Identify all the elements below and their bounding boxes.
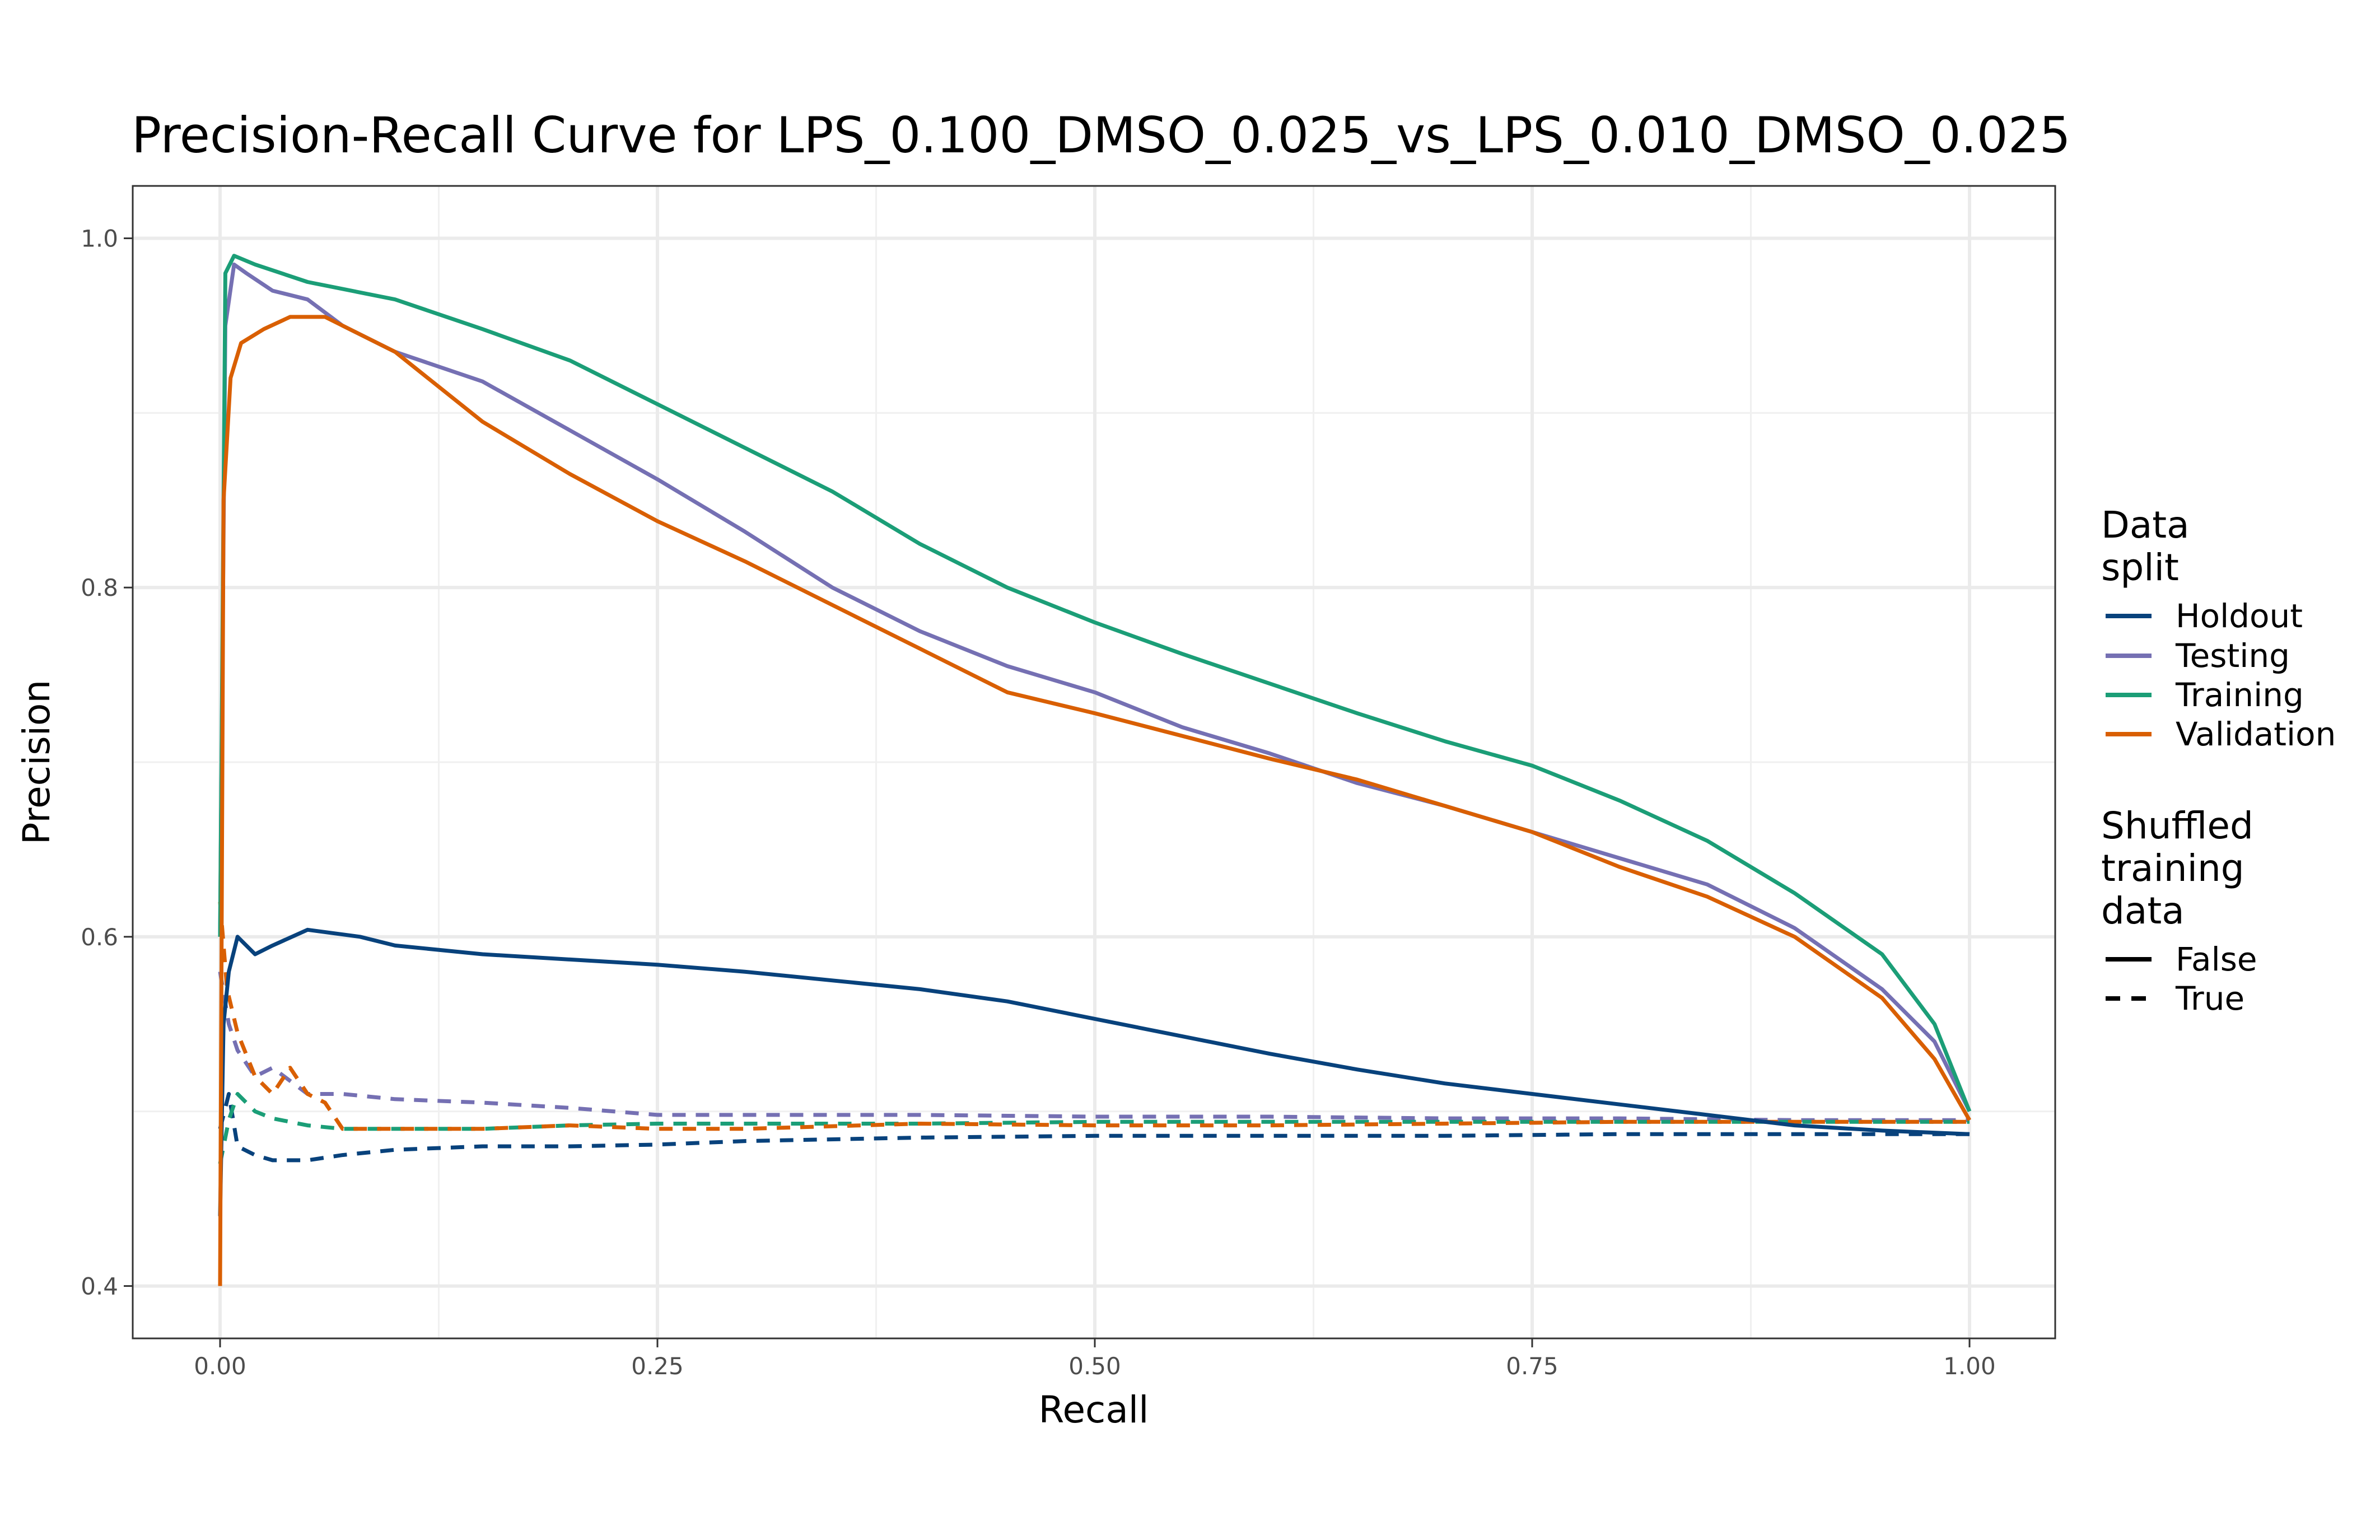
series-validation-shuffled-true — [218, 902, 1970, 1131]
series-testing-shuffled-false — [218, 262, 1972, 1113]
legend-label-holdout: Holdout — [2176, 597, 2303, 635]
x-tick-label: 0.00 — [194, 1352, 246, 1380]
legend-color-title-line-2: split — [2101, 546, 2179, 589]
series-validation-shuffled-false — [218, 315, 1972, 1286]
legend-linetype-title-line-3: data — [2101, 889, 2185, 932]
y-axis-label: Precision — [15, 680, 58, 845]
x-axis: 0.00 0.25 0.50 0.75 1.00 — [194, 1338, 1996, 1380]
legend-label-validation: Validation — [2176, 715, 2336, 753]
legend-label-false: False — [2176, 940, 2257, 978]
legend-linetype-title-line-2: training — [2101, 847, 2244, 890]
grid-major — [133, 186, 2055, 1338]
legend-linetype-title-line-1: Shuffled — [2101, 804, 2253, 847]
x-tick-label: 1.00 — [1943, 1352, 1996, 1380]
series-training-shuffled-false — [218, 254, 1972, 1112]
legend-label-training: Training — [2175, 676, 2304, 714]
plot-series — [218, 254, 1972, 1286]
legend: Data split Holdout Testing Training Vali… — [2101, 503, 2336, 1018]
y-axis: 0.4 0.6 0.8 1.0 — [81, 225, 133, 1300]
legend-color-title-line-1: Data — [2101, 503, 2190, 547]
y-tick-label: 1.0 — [81, 225, 118, 253]
y-tick-label: 0.8 — [81, 574, 118, 601]
x-tick-label: 0.50 — [1068, 1352, 1121, 1380]
series-training-shuffled-true — [218, 1092, 1970, 1164]
x-tick-label: 0.25 — [631, 1352, 684, 1380]
x-tick-label: 0.75 — [1506, 1352, 1558, 1380]
legend-label-true: True — [2175, 979, 2244, 1018]
series-holdout-shuffled-true — [218, 1092, 1970, 1163]
chart-title: Precision-Recall Curve for LPS_0.100_DMS… — [132, 106, 2071, 164]
y-tick-label: 0.4 — [81, 1272, 118, 1300]
series-holdout-shuffled-false — [218, 927, 1970, 1216]
legend-label-testing: Testing — [2175, 637, 2290, 675]
y-tick-label: 0.6 — [81, 923, 118, 951]
x-axis-label: Recall — [1039, 1388, 1149, 1431]
